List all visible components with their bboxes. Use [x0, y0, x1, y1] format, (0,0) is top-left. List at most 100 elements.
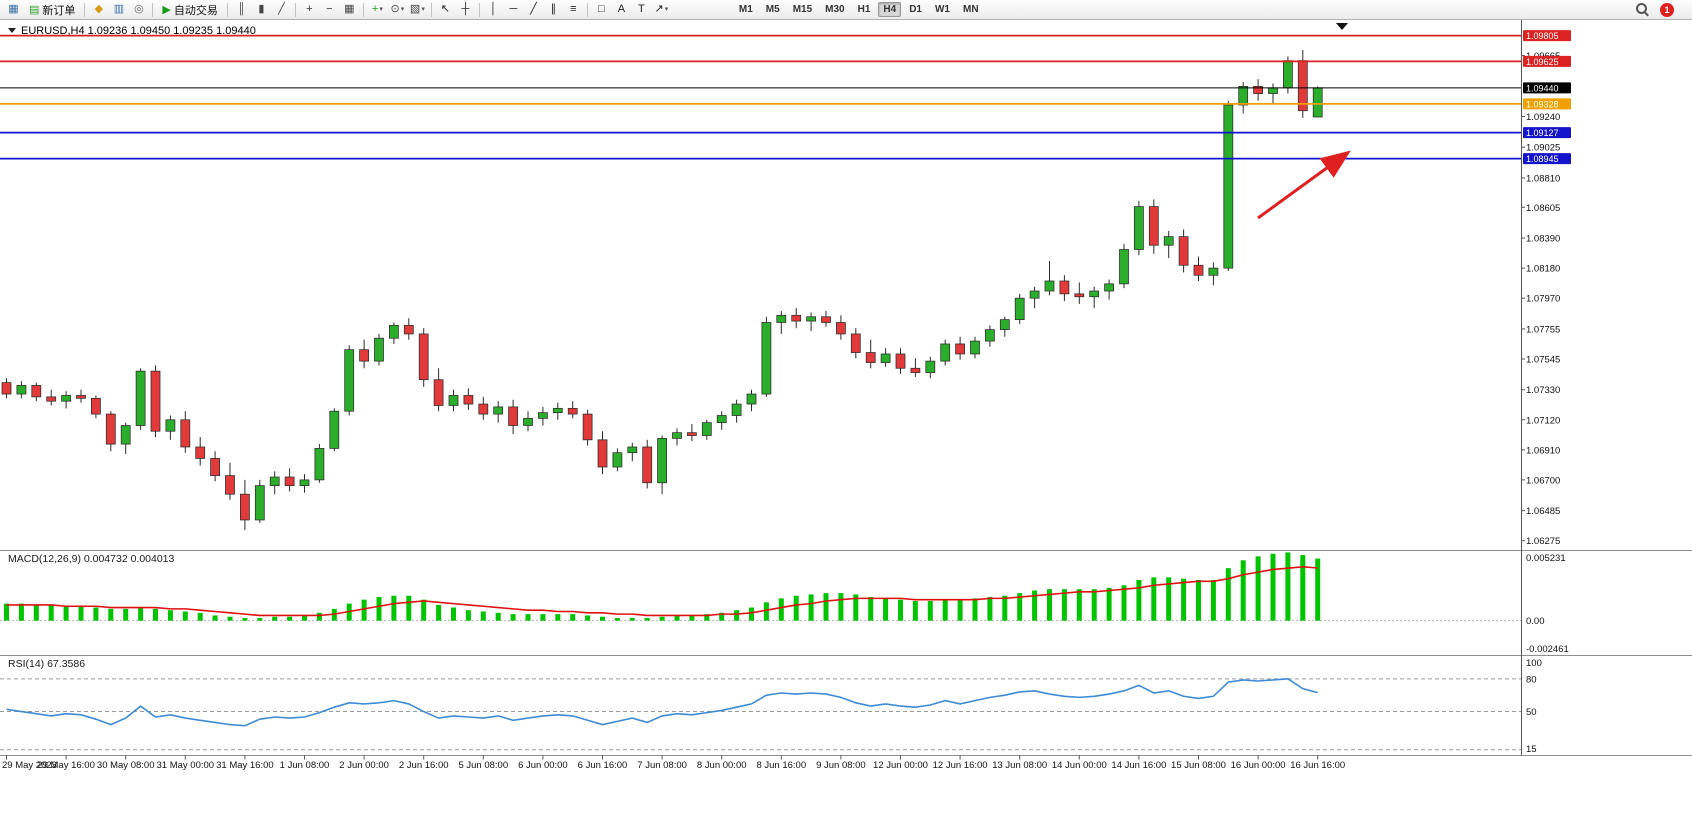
candle-up [999, 319, 1010, 331]
shapes-icon[interactable]: □ [592, 1, 611, 18]
chart-shift-marker[interactable] [1336, 23, 1348, 30]
timeframe-d1[interactable]: D1 [909, 4, 922, 15]
macd-histogram-bar [987, 597, 993, 621]
macd-histogram-bar [1315, 558, 1321, 621]
toolbar-separator [430, 2, 432, 17]
macd-histogram-bar [1002, 595, 1008, 621]
macd-histogram-bar [257, 618, 263, 621]
indicators-icon[interactable]: + ▾ [368, 1, 387, 18]
timeframe-m15[interactable]: M15 [792, 4, 813, 15]
notifications-badge[interactable]: 1 [1660, 2, 1674, 17]
macd-histogram-bar [644, 618, 650, 621]
candle-down [597, 439, 608, 468]
macd-histogram-bar [302, 615, 307, 621]
price-tag-1.09625-label: 1.09625 [1526, 57, 1559, 67]
new-order-button[interactable]: ▤ 新订单 [24, 1, 80, 18]
candle-down [210, 458, 220, 476]
zoom-in-icon[interactable]: + [300, 1, 319, 18]
macd-axis-label: -0.002461 [1526, 644, 1569, 655]
time-axis-label: 15 Jun 08:00 [1171, 760, 1226, 771]
candle-up [657, 438, 667, 484]
text-icon[interactable]: A [612, 1, 631, 18]
arrows-icon[interactable]: ↗ ▾ [652, 1, 671, 18]
macd-histogram-bar [1151, 577, 1157, 621]
new-order-button-icon: ▤ [29, 4, 40, 16]
time-axis-label: 29 May 2023 [2, 760, 57, 771]
candlestick-chart-icon-glyph: ▮ [258, 3, 265, 15]
timeframe-mn[interactable]: MN [962, 4, 979, 15]
candle-down [76, 395, 86, 399]
vertical-line-icon[interactable]: │ [484, 1, 503, 18]
candle-up [552, 407, 563, 414]
price-axis-label: 1.08605 [1526, 203, 1560, 214]
toolbar-separator [84, 2, 86, 17]
price-tag-1.09127[interactable] [1523, 127, 1571, 139]
autotrading-button[interactable]: ▶ 自动交易 [157, 1, 222, 18]
timeframe-m5[interactable]: M5 [765, 4, 780, 15]
cursor-icon[interactable]: ↖ [436, 1, 455, 18]
macd-histogram-bar [734, 610, 740, 621]
macd-histogram-bar [540, 614, 546, 621]
macd-histogram-bar [78, 606, 84, 621]
search-icon[interactable] [1635, 2, 1650, 17]
macd-histogram-bar [1255, 556, 1261, 621]
macd-axis-label: 0.00 [1526, 616, 1545, 627]
new-chart-icon[interactable]: ▦ [4, 1, 23, 18]
timeframe-h4[interactable]: H4 [878, 2, 902, 17]
macd-histogram-bar [436, 604, 442, 621]
trendline-icon[interactable]: ╱ [524, 1, 543, 18]
dropdown-caret-icon: ▾ [421, 6, 425, 13]
shapes-icon-glyph: □ [598, 3, 605, 15]
candle-up [970, 340, 980, 355]
candle-up [761, 322, 772, 395]
new-order-button-label: 新订单 [42, 4, 76, 17]
price-tag-1.09328[interactable] [1523, 98, 1571, 110]
timeframe-m30[interactable]: M30 [825, 4, 845, 15]
timeframe-w1[interactable]: W1 [934, 4, 950, 15]
fibonacci-icon[interactable]: ≡ [564, 1, 583, 18]
zoom-out-icon[interactable]: − [320, 1, 339, 18]
cursor-icon-glyph: ↖ [440, 3, 450, 15]
line-chart-icon[interactable]: ╱ [272, 1, 291, 18]
periods-icon[interactable]: ⊙ ▾ [388, 1, 407, 18]
candle-down [1253, 86, 1263, 94]
candle-down [359, 349, 369, 362]
chart-background[interactable] [0, 20, 1692, 840]
price-tag-1.09625[interactable] [1523, 55, 1571, 67]
channel-icon[interactable]: ∥ [544, 1, 563, 18]
macd-histogram-bar [942, 599, 948, 621]
chart-window[interactable]: 1.096651.092401.090251.088101.086051.083… [0, 20, 1692, 840]
strategy-tester-icon[interactable]: ◎ [129, 1, 148, 18]
templates-icon[interactable]: ▧ ▾ [408, 1, 427, 18]
macd-histogram-bar [1196, 579, 1201, 621]
macd-histogram-bar [1240, 560, 1246, 621]
time-axis-label: 14 Jun 16:00 [1111, 760, 1166, 771]
price-axis-label: 1.08180 [1526, 264, 1560, 275]
toolbar-separator [152, 2, 154, 17]
symbol-dropdown-icon[interactable] [8, 28, 16, 33]
charts-dropdown-icon[interactable]: ◆ [89, 1, 108, 18]
price-tag-1.08945[interactable] [1523, 153, 1571, 165]
current-price-tag[interactable] [1523, 82, 1571, 94]
annotation-arrow[interactable] [1257, 150, 1351, 220]
candle-down [1193, 264, 1204, 276]
macd-histogram-bar [749, 607, 754, 621]
candle-up [165, 419, 176, 432]
candle-down [865, 352, 876, 363]
price-tag-1.09805[interactable] [1523, 30, 1571, 42]
candle-up [1283, 60, 1293, 89]
price-axis-label: 1.09240 [1526, 112, 1560, 123]
bar-chart-icon[interactable]: ║ [232, 1, 251, 18]
timeframe-h1[interactable]: H1 [857, 4, 871, 15]
label-icon[interactable]: T [632, 1, 651, 18]
label-icon-glyph: T [638, 3, 645, 15]
horizontal-line-icon[interactable]: ─ [504, 1, 523, 18]
candlestick-chart-icon[interactable]: ▮ [252, 1, 271, 18]
candle-up [16, 385, 27, 395]
timeframe-m1[interactable]: M1 [738, 4, 753, 15]
crosshair-icon[interactable]: ┼ [456, 1, 475, 18]
candle-up [1044, 280, 1055, 292]
profiles-icon[interactable]: ▥ [109, 1, 128, 18]
tile-windows-icon[interactable]: ▦ [340, 1, 359, 18]
macd-histogram-bar [1076, 589, 1082, 621]
